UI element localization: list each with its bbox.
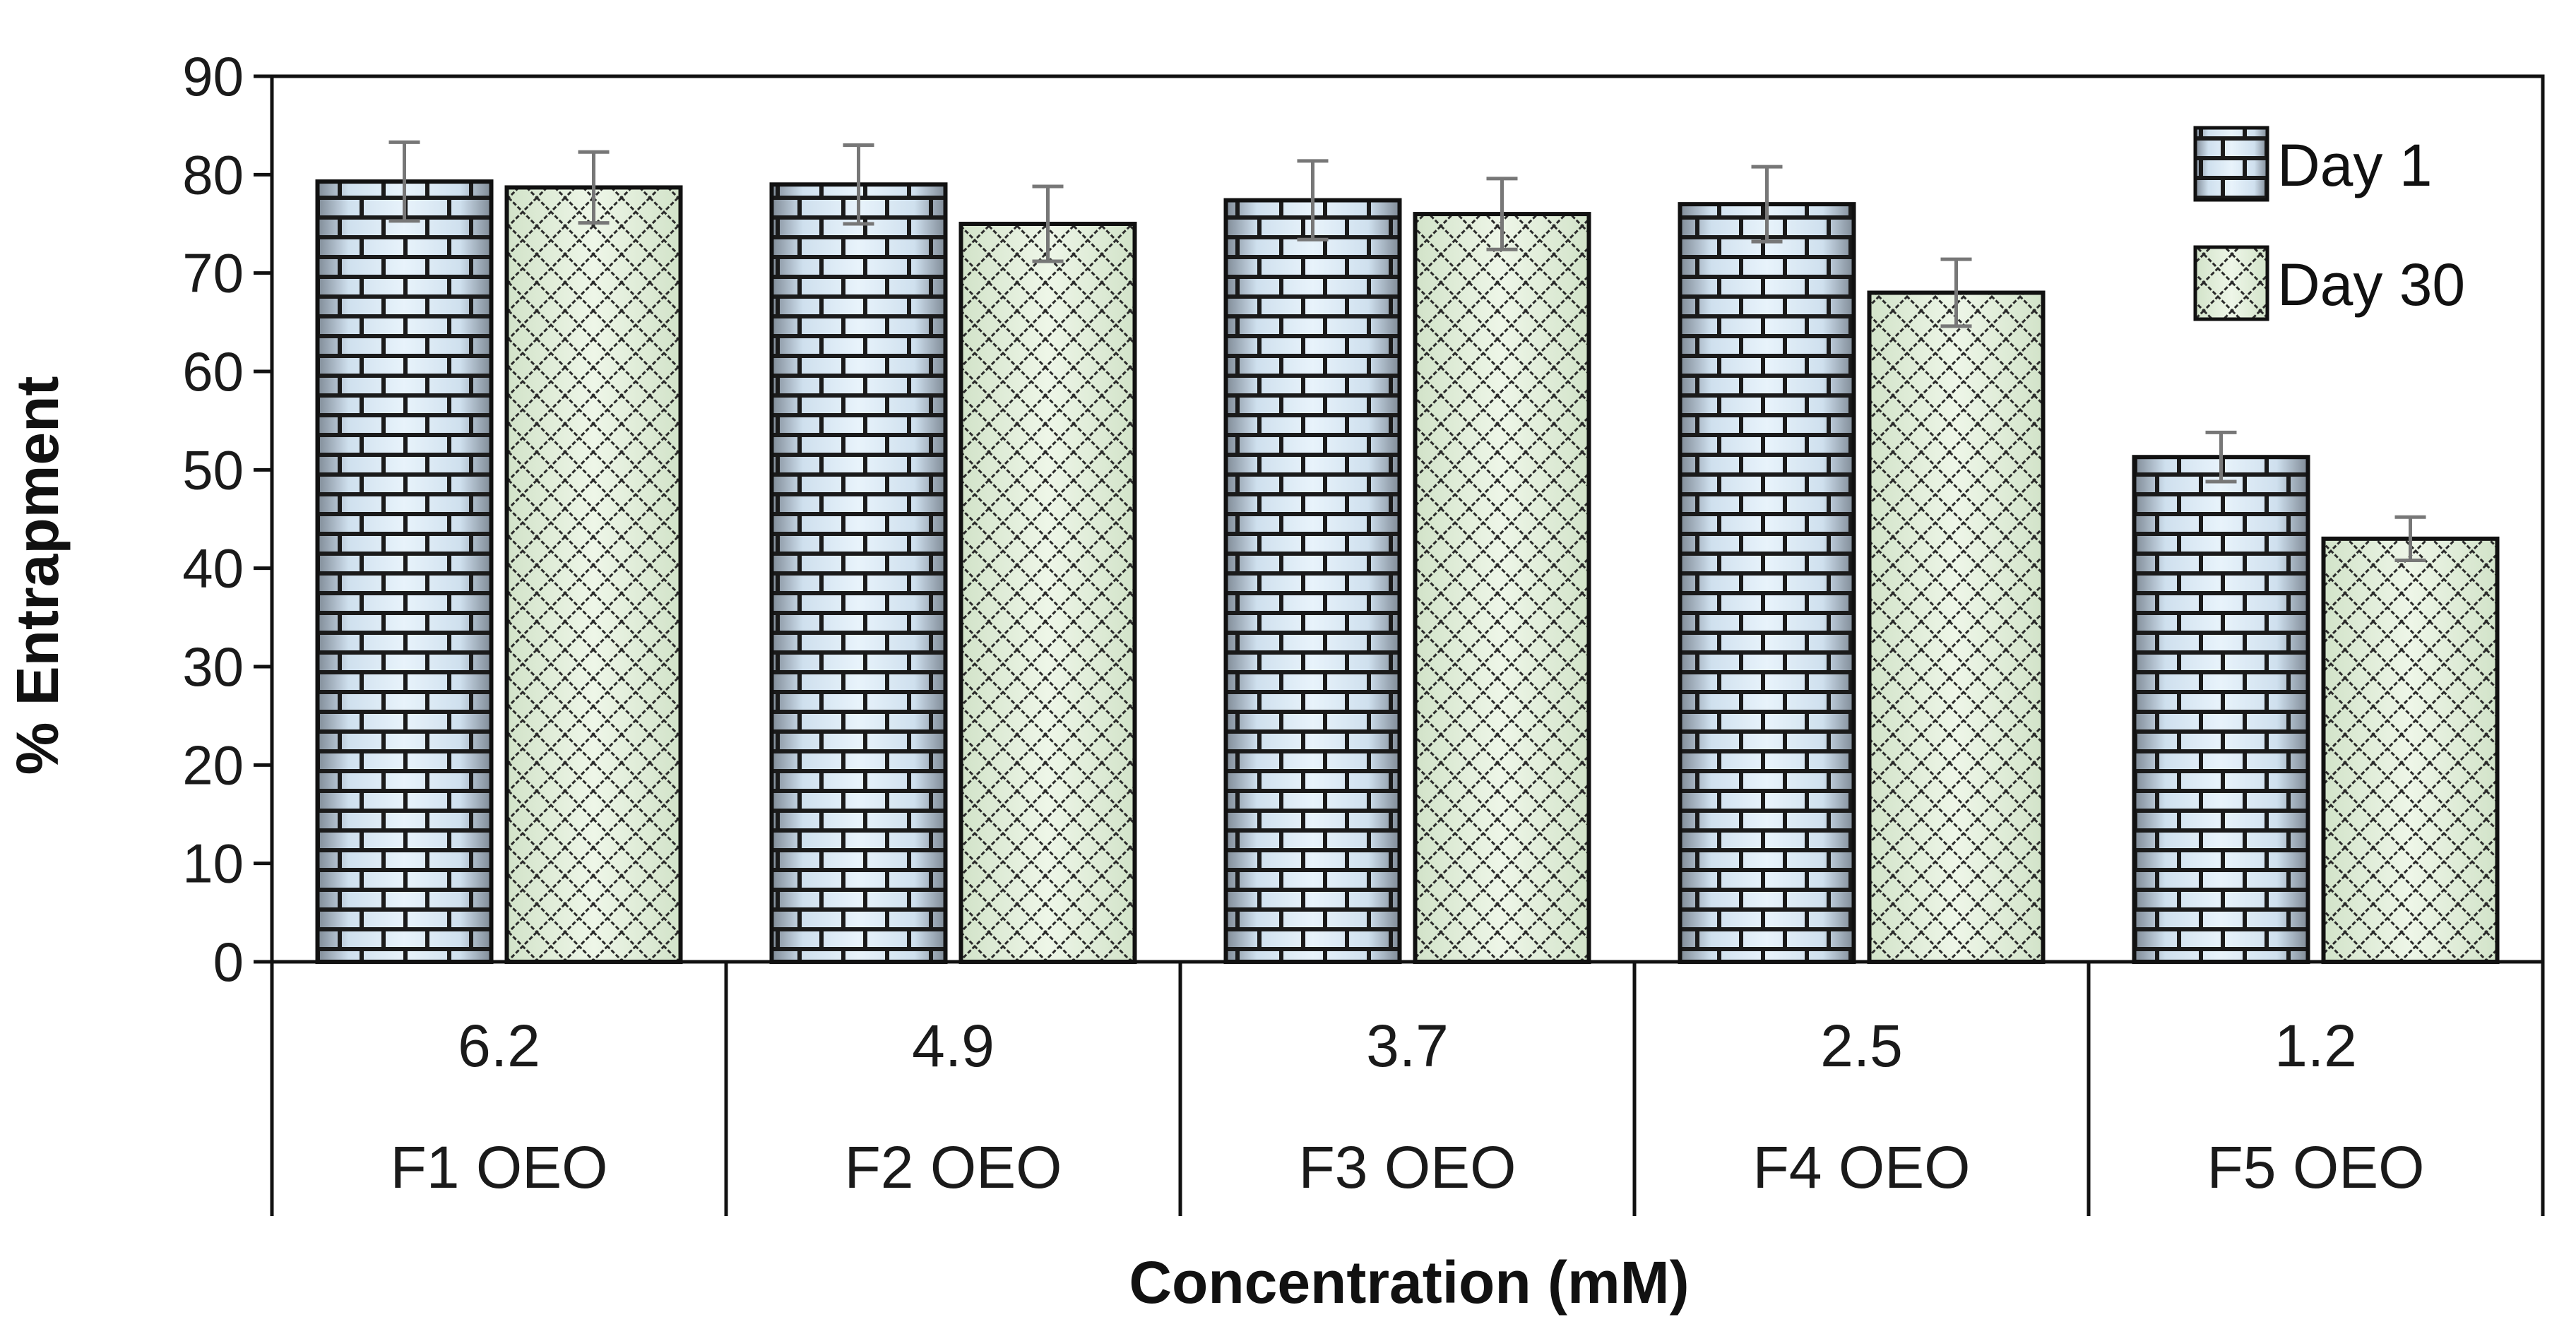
x-axis-title: Concentration (mM) bbox=[1129, 1249, 1689, 1316]
legend: Day 1 Day 30 bbox=[2193, 126, 2465, 321]
bar-day-30-3-outline bbox=[1413, 212, 1591, 965]
y-tick-label: 70 bbox=[182, 242, 244, 304]
bar-day-1-2-outline bbox=[769, 182, 948, 964]
bar-day-1-3-outline bbox=[1223, 198, 1402, 964]
plot-area bbox=[270, 74, 2545, 964]
y-tick-label: 40 bbox=[182, 537, 244, 600]
x-tick-label-concentration: 2.5 bbox=[1820, 1013, 1903, 1079]
y-axis-ticks: 0 10 20 30 40 50 60 70 80 90 bbox=[182, 45, 272, 993]
bars bbox=[315, 179, 2500, 965]
bar-day-1-1-outline bbox=[315, 179, 494, 964]
x-tick-label-concentration: 3.7 bbox=[1366, 1013, 1449, 1079]
legend-label-day-30: Day 30 bbox=[2277, 251, 2465, 318]
bar-day-1-4-outline bbox=[1678, 202, 1856, 965]
x-tick-label-concentration: 4.9 bbox=[912, 1013, 995, 1079]
y-tick-label: 60 bbox=[182, 340, 244, 403]
x-tick-label-formulation: F3 OEO bbox=[1298, 1134, 1516, 1200]
y-tick-label: 0 bbox=[213, 931, 244, 993]
x-axis-category-table: 6.2 F1 OEO 4.9 F2 OEO 3.7 F3 OEO 2.5 F4 OEO 1.2 F… bbox=[270, 962, 2545, 1216]
y-tick-label: 80 bbox=[182, 143, 244, 205]
legend-label-day-1: Day 1 bbox=[2277, 132, 2432, 198]
bar-day-30-2-outline bbox=[958, 222, 1137, 964]
x-tick-label-formulation: F1 OEO bbox=[390, 1134, 607, 1200]
y-tick-label: 10 bbox=[182, 833, 244, 895]
legend-swatch-day-1-pattern bbox=[2193, 126, 2269, 202]
y-tick-label: 20 bbox=[182, 734, 244, 796]
bar-day-30-5-outline bbox=[2321, 536, 2500, 964]
x-tick-label-formulation: F2 OEO bbox=[844, 1134, 1062, 1200]
bar-day-1-5-outline bbox=[2132, 455, 2310, 964]
y-axis-title: % Entrapment bbox=[4, 376, 71, 775]
x-tick-label-formulation: F5 OEO bbox=[2207, 1134, 2424, 1200]
legend-swatch-day-30-pattern bbox=[2193, 245, 2269, 321]
bar-day-30-4-outline bbox=[1867, 290, 2046, 964]
y-tick-label: 50 bbox=[182, 439, 244, 501]
y-tick-label: 90 bbox=[182, 45, 244, 107]
error-bars bbox=[388, 140, 2426, 563]
y-tick-label: 30 bbox=[182, 636, 244, 698]
x-tick-label-concentration: 6.2 bbox=[458, 1013, 540, 1079]
x-tick-label-concentration: 1.2 bbox=[2274, 1013, 2357, 1079]
x-tick-label-formulation: F4 OEO bbox=[1752, 1134, 1970, 1200]
bar-day-30-1-outline bbox=[504, 185, 683, 964]
plot-border bbox=[270, 74, 2545, 964]
